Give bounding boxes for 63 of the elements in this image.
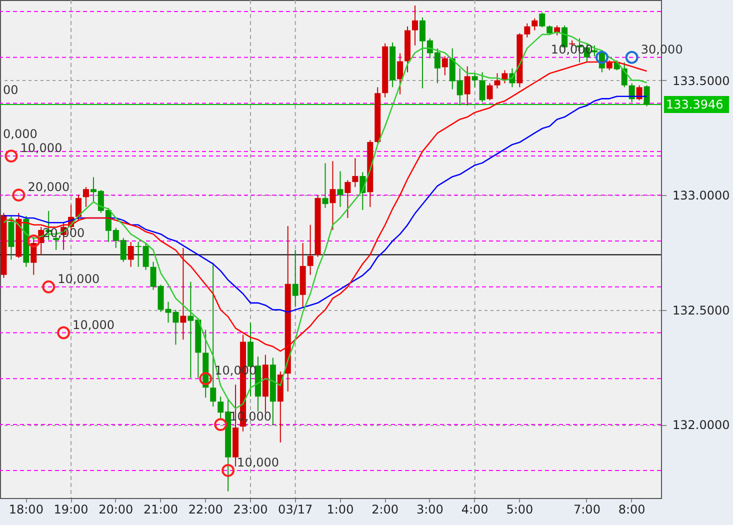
x-tick-label: 20:00 — [98, 502, 134, 516]
x-tick-label: 23:00 — [233, 502, 268, 516]
candlestick — [352, 158, 358, 188]
point — [595, 50, 608, 64]
point — [12, 188, 26, 202]
candlestick — [464, 66, 470, 106]
candlestick — [344, 180, 351, 219]
candlestick — [532, 18, 538, 31]
annotation: 00 — [3, 83, 18, 97]
candlestick — [442, 56, 448, 76]
x-tick-label: 22:00 — [188, 502, 223, 516]
x-tick-label: 8:00 — [618, 502, 646, 516]
point — [625, 50, 638, 64]
annotation: 10,000 — [72, 318, 115, 332]
y-tick-label: 133.0000 — [672, 188, 730, 203]
point — [199, 372, 212, 386]
candlestick — [30, 236, 37, 276]
candlestick — [330, 160, 336, 230]
candlestick — [210, 262, 216, 408]
point — [57, 326, 70, 340]
x-tick-label: 18:00 — [8, 502, 44, 516]
x-tick-label: 4:00 — [461, 502, 488, 516]
candlestick — [472, 72, 478, 88]
candlestick — [479, 72, 486, 103]
candlestick — [606, 60, 612, 71]
candlestick — [486, 82, 493, 101]
candlestick — [644, 84, 650, 107]
x-tick-label: 1:00 — [326, 502, 354, 516]
point — [27, 234, 40, 248]
annotation: 0,000 — [3, 127, 38, 141]
x-tick-label: 2:00 — [372, 502, 399, 516]
candlestick — [494, 72, 500, 89]
annotation: 20,000 — [28, 180, 70, 194]
x-tick-label: 21:00 — [143, 502, 178, 516]
y-tick-label: 133.5000 — [672, 74, 730, 88]
point — [42, 280, 56, 294]
candlestick — [128, 241, 134, 268]
point — [214, 418, 228, 432]
candlestick — [307, 224, 314, 276]
candlestick — [524, 22, 530, 38]
candlestick — [76, 194, 82, 221]
candlestick — [412, 5, 418, 46]
candlestick — [591, 44, 598, 57]
x-tick-label: 19:00 — [54, 502, 88, 516]
y-tick-label: 132.0000 — [672, 418, 730, 432]
annotation: 10,000 — [20, 141, 62, 156]
x-tick-label: 5:00 — [506, 502, 534, 516]
y-tick-label: 132.5000 — [672, 303, 730, 318]
candlestick — [180, 247, 186, 340]
x-tick-label: 7:00 — [573, 502, 600, 516]
candlestick — [82, 186, 89, 208]
annotation: 10,000 — [58, 272, 100, 286]
ref-line-label: 133.3946 — [666, 98, 724, 112]
candlestick — [539, 12, 546, 28]
point — [4, 150, 18, 163]
x-tick-label: 3:00 — [416, 502, 444, 516]
candlestick — [337, 170, 344, 208]
point — [222, 464, 235, 477]
annotation: 10,000 — [237, 455, 280, 470]
candlestick — [292, 249, 298, 308]
candlestick — [322, 162, 328, 208]
x-tick-label: 03/17 — [278, 502, 313, 516]
candlestick — [397, 52, 404, 95]
